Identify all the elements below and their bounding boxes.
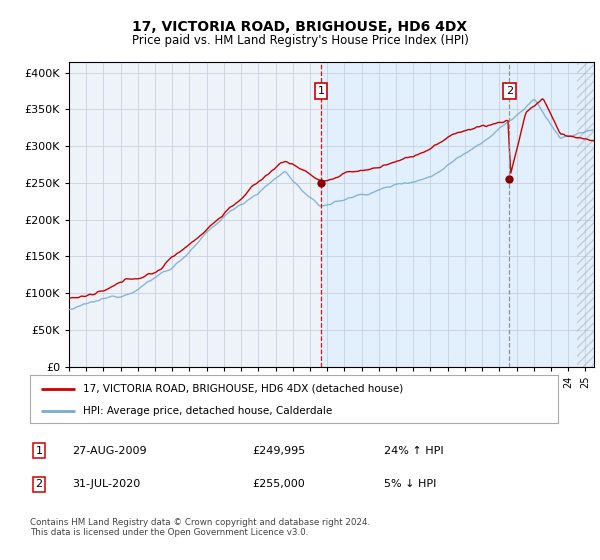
Text: 17, VICTORIA ROAD, BRIGHOUSE, HD6 4DX (detached house): 17, VICTORIA ROAD, BRIGHOUSE, HD6 4DX (d… bbox=[83, 384, 403, 394]
Text: 31-JUL-2020: 31-JUL-2020 bbox=[72, 479, 140, 489]
Bar bbox=[577, 62, 594, 367]
Text: 1: 1 bbox=[35, 446, 43, 456]
Text: Contains HM Land Registry data © Crown copyright and database right 2024.
This d: Contains HM Land Registry data © Crown c… bbox=[30, 518, 370, 538]
Text: £255,000: £255,000 bbox=[252, 479, 305, 489]
Text: 2: 2 bbox=[506, 86, 513, 96]
Text: 5% ↓ HPI: 5% ↓ HPI bbox=[384, 479, 436, 489]
Text: 27-AUG-2009: 27-AUG-2009 bbox=[72, 446, 146, 456]
Text: Price paid vs. HM Land Registry's House Price Index (HPI): Price paid vs. HM Land Registry's House … bbox=[131, 34, 469, 46]
Text: 2: 2 bbox=[35, 479, 43, 489]
Text: HPI: Average price, detached house, Calderdale: HPI: Average price, detached house, Cald… bbox=[83, 407, 332, 417]
Text: 17, VICTORIA ROAD, BRIGHOUSE, HD6 4DX: 17, VICTORIA ROAD, BRIGHOUSE, HD6 4DX bbox=[133, 20, 467, 34]
Bar bbox=[577, 62, 594, 367]
Bar bbox=[321, 62, 594, 367]
Text: 24% ↑ HPI: 24% ↑ HPI bbox=[384, 446, 443, 456]
Text: £249,995: £249,995 bbox=[252, 446, 305, 456]
Text: 1: 1 bbox=[317, 86, 325, 96]
